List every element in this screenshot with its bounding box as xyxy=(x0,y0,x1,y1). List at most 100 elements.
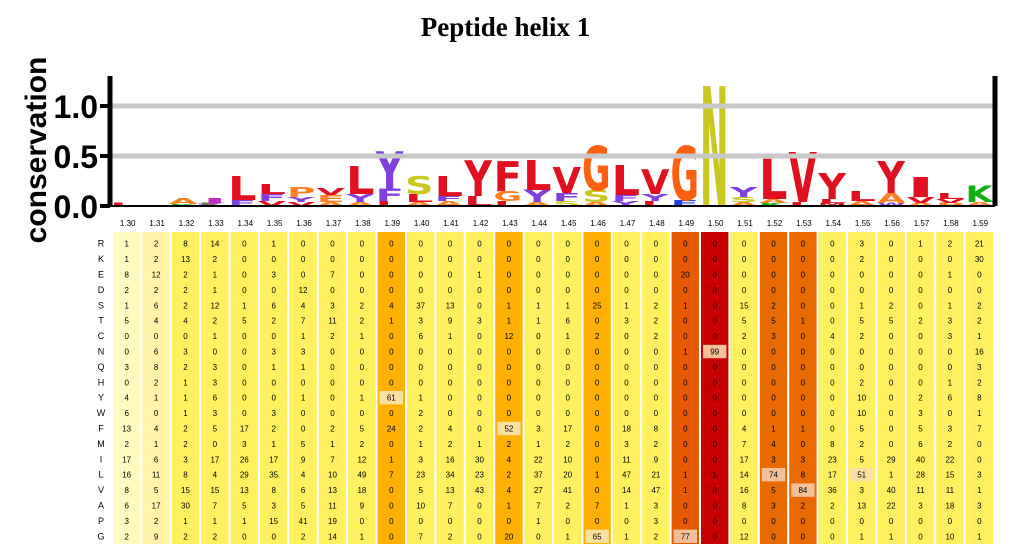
heatmap-cell: 0 xyxy=(565,378,570,387)
logo-letter-l: L xyxy=(110,202,138,207)
logo-letter-e: E xyxy=(671,199,699,209)
heatmap-cell: 0 xyxy=(918,348,923,357)
heatmap-cell: 1 xyxy=(565,532,570,541)
row-label: R xyxy=(98,239,105,249)
row-label: W xyxy=(97,408,106,418)
heatmap-cell: 0 xyxy=(624,348,629,357)
heatmap-cell: 0 xyxy=(507,286,512,295)
heatmap-column-bg xyxy=(407,232,435,544)
heatmap-cell: 1 xyxy=(801,425,806,434)
heatmap-cell: 10 xyxy=(857,394,866,403)
heatmap-cell: 0 xyxy=(918,532,923,541)
heatmap-cell: 0 xyxy=(477,332,482,341)
heatmap-cell: 0 xyxy=(830,317,835,326)
heatmap-cell: 17 xyxy=(563,425,572,434)
column-header: 1.42 xyxy=(473,219,489,228)
logo-letter-s: S xyxy=(582,187,610,206)
heatmap-cell: 1 xyxy=(595,471,600,480)
heatmap-cell: 12 xyxy=(740,532,749,541)
logo-letter-m: M xyxy=(818,202,846,207)
heatmap-cell: 1 xyxy=(389,317,394,326)
heatmap-cell: 2 xyxy=(977,378,982,387)
heatmap-cell: 2 xyxy=(124,440,129,449)
heatmap-cell: 14 xyxy=(210,240,219,249)
heatmap-cell: 2 xyxy=(154,517,159,526)
heatmap-cell: 0 xyxy=(389,332,394,341)
heatmap-cell: 0 xyxy=(683,363,688,372)
heatmap-cell: 0 xyxy=(360,271,365,280)
heatmap-cell: 7 xyxy=(330,455,335,464)
heatmap-cell: 24 xyxy=(387,425,396,434)
heatmap-cell: 21 xyxy=(975,240,984,249)
heatmap-cell: 0 xyxy=(712,455,717,464)
heatmap-cell: 0 xyxy=(507,271,512,280)
heatmap-cell: 0 xyxy=(712,486,717,495)
heatmap-cell: 0 xyxy=(448,240,453,249)
heatmap-cell: 2 xyxy=(124,532,129,541)
heatmap-cell: 0 xyxy=(771,363,776,372)
heatmap-cell: 23 xyxy=(475,471,484,480)
heatmap-cell: 21 xyxy=(651,471,660,480)
heatmap-cell: 1 xyxy=(948,378,953,387)
logo-letter-a: A xyxy=(523,201,552,207)
heatmap-cell: 0 xyxy=(301,240,306,249)
heatmap-cell: 5 xyxy=(859,317,864,326)
heatmap-cell: 1 xyxy=(154,394,159,403)
column-header: 1.35 xyxy=(267,219,283,228)
heatmap-cell: 0 xyxy=(595,317,600,326)
heatmap-column-bg xyxy=(289,232,317,544)
heatmap-cell: 43 xyxy=(475,486,484,495)
column-header: 1.52 xyxy=(767,219,783,228)
logo-letter-l: L xyxy=(848,188,876,204)
heatmap-cell: 17 xyxy=(210,455,219,464)
heatmap-cell: 0 xyxy=(124,332,129,341)
logo-letter-y: Y xyxy=(375,141,404,202)
heatmap-cell: 65 xyxy=(593,532,602,541)
heatmap-cell: 3 xyxy=(477,317,482,326)
row-label: G xyxy=(97,531,104,541)
heatmap-cell: 5 xyxy=(213,425,218,434)
heatmap-cell: 13 xyxy=(240,486,249,495)
heatmap-cell: 0 xyxy=(183,332,188,341)
heatmap-cell: 1 xyxy=(948,301,953,310)
heatmap-cell: 0 xyxy=(389,517,394,526)
logo-axis: conservation 0.0 0.5 1.0 xyxy=(20,57,998,243)
heatmap-cell: 0 xyxy=(448,517,453,526)
heatmap-cell: 0 xyxy=(507,409,512,418)
row-label: C xyxy=(98,331,105,341)
heatmap-cell: 18 xyxy=(622,425,631,434)
heatmap-cell: 16 xyxy=(740,486,749,495)
heatmap-cell: 7 xyxy=(595,502,600,511)
heatmap-cell: 0 xyxy=(742,286,747,295)
heatmap-column-bg xyxy=(377,232,405,544)
heatmap-cell: 5 xyxy=(859,425,864,434)
heatmap-cell: 1 xyxy=(271,240,276,249)
heatmap-cell: 5 xyxy=(301,502,306,511)
heatmap-cell: 0 xyxy=(624,271,629,280)
heatmap-cell: 9 xyxy=(360,502,365,511)
heatmap-cell: 3 xyxy=(948,332,953,341)
chart-title: Peptide helix 1 xyxy=(420,12,591,42)
heatmap-cell: 1 xyxy=(918,240,923,249)
heatmap-cell: 1 xyxy=(124,255,129,264)
heatmap-cell: 0 xyxy=(271,286,276,295)
heatmap-cell: 74 xyxy=(769,471,778,480)
heatmap-cell: 0 xyxy=(595,394,600,403)
heatmap-cell: 49 xyxy=(357,471,366,480)
logo-letter-s: S xyxy=(730,196,758,204)
logo-letter-p: P xyxy=(936,202,964,207)
row-label: I xyxy=(100,454,103,464)
logo-letter-g: G xyxy=(494,189,522,205)
heatmap-cell: 0 xyxy=(654,378,659,387)
heatmap-cell: 0 xyxy=(830,286,835,295)
heatmap-cell: 2 xyxy=(271,317,276,326)
heatmap-cell: 7 xyxy=(389,471,394,480)
logo-letter-w: W xyxy=(877,202,905,207)
logo-letter-a: A xyxy=(317,201,346,207)
heatmap-cell-highlight xyxy=(673,529,697,543)
heatmap-cell: 0 xyxy=(624,517,629,526)
heatmap-cell: 2 xyxy=(977,301,982,310)
heatmap-cell: 0 xyxy=(771,378,776,387)
heatmap-cell: 1 xyxy=(242,517,247,526)
heatmap-cell: 0 xyxy=(859,286,864,295)
